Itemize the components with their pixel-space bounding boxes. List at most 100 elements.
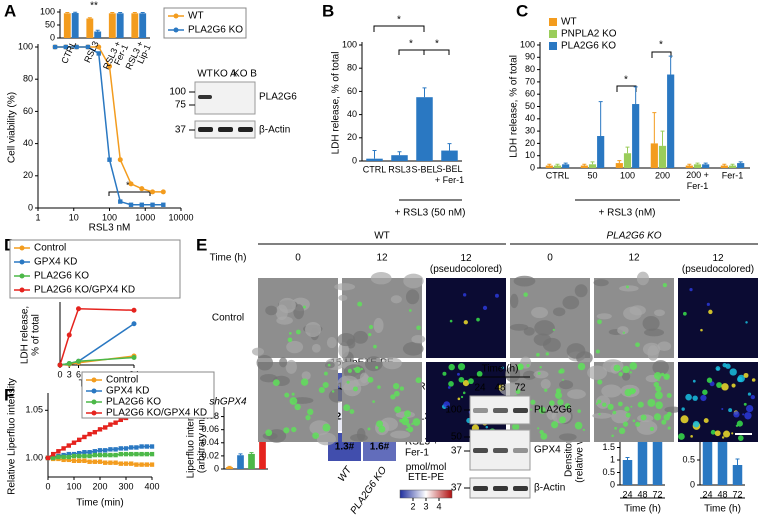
cell-texture — [278, 297, 296, 314]
cell-texture — [654, 309, 665, 317]
cell-texture — [576, 351, 593, 365]
fluorescence-spot — [681, 407, 685, 411]
bar — [702, 164, 710, 168]
marker — [118, 461, 123, 466]
bar — [71, 13, 79, 38]
fluorescence-spot — [537, 427, 540, 430]
fluorescence-spot — [622, 421, 629, 427]
timepoint-label: 0 — [547, 253, 553, 264]
fluorescence-spot — [559, 368, 565, 374]
timepoint-label-line: (pseudocolored) — [682, 264, 754, 275]
fluorescence-spot — [549, 400, 555, 406]
fluorescence-spot — [632, 388, 636, 393]
bar — [580, 165, 588, 168]
cell-texture — [359, 372, 369, 384]
time-label: Time (h) — [210, 253, 247, 264]
y-axis-label: Densitometry(relative values) — [563, 412, 585, 483]
fluorescence-spot — [265, 429, 273, 437]
fluorescence-spot — [737, 435, 744, 441]
band — [198, 127, 213, 132]
marker — [144, 462, 149, 467]
fluorescence-spot — [529, 408, 533, 411]
fluorescence-spot — [622, 365, 630, 374]
legend-swatch — [549, 42, 557, 50]
bar — [658, 145, 667, 168]
marker — [149, 462, 155, 467]
y-tick-label: 50 — [525, 101, 535, 111]
fluorescence-spot — [331, 390, 335, 393]
fluorescence-spot — [607, 403, 614, 410]
marker — [87, 431, 92, 437]
bar — [615, 163, 623, 168]
cell-texture — [390, 430, 411, 439]
fluorescence-spot — [598, 412, 601, 416]
category-label: CTRL — [546, 170, 570, 180]
colorbar-tick-label: 2 — [410, 501, 415, 511]
error-bar — [65, 12, 70, 14]
marker — [144, 451, 149, 457]
fluorescence-spot — [377, 385, 381, 389]
legend-label: WT — [561, 17, 577, 28]
y-tick-label: 0.06 — [201, 424, 219, 434]
bar — [652, 416, 663, 485]
marker — [103, 460, 108, 465]
x-tick-label: 300 — [118, 481, 133, 491]
y-axis-label: Liperfluo intensity(arbitrary units) — [185, 401, 207, 479]
legend-box — [163, 7, 247, 39]
fluorescence-spot — [291, 392, 295, 396]
cell-texture — [337, 332, 356, 347]
annotation: * — [624, 75, 628, 86]
legend-box — [9, 239, 181, 299]
fluorescence-spot — [353, 386, 358, 392]
timepoint-label-line: 12 — [460, 253, 472, 264]
x-tick-label: 0 — [57, 369, 62, 379]
fluorescence-spot — [721, 407, 724, 411]
legend-label: GPX4 KD — [34, 257, 77, 268]
annotation: * — [397, 15, 401, 26]
fluorescence-spot — [347, 368, 352, 373]
y-tick-label: 0 — [28, 202, 33, 212]
fluorescence-spot — [743, 402, 747, 406]
y-tick-label: 40 — [525, 113, 535, 123]
cell-texture — [251, 347, 265, 356]
fluorescence-spot — [457, 397, 461, 401]
error-bar — [249, 452, 254, 454]
marker — [66, 361, 72, 366]
cell-texture — [373, 317, 384, 334]
band — [473, 486, 488, 491]
bar — [139, 13, 147, 39]
bar — [416, 97, 433, 161]
category-label-line: Fer-1 — [687, 181, 709, 191]
marker — [96, 44, 102, 50]
bar — [597, 136, 605, 168]
fluorescence-spot — [357, 301, 363, 307]
fluorescence-spot — [375, 365, 379, 369]
error-bar — [555, 163, 560, 166]
fluorescence-spot — [624, 406, 630, 412]
marker — [107, 63, 112, 69]
legend-marker — [91, 388, 97, 394]
cell-texture — [390, 295, 402, 304]
fluorescence-spot — [655, 401, 663, 410]
y-tick-label: 60 — [525, 89, 535, 99]
legend-label: GPX4 KD — [106, 386, 149, 397]
fluorescence-spot — [408, 309, 412, 312]
legend-marker — [19, 273, 25, 279]
fluorescence-spot — [407, 426, 414, 433]
bar — [63, 13, 71, 39]
bar — [391, 155, 408, 161]
marker — [57, 362, 63, 368]
fluorescence-spot — [640, 414, 647, 421]
y-axis-label-line: (relative values) — [574, 412, 585, 483]
fluorescence-spot — [540, 432, 548, 440]
cell-texture — [279, 357, 288, 368]
cell-texture — [522, 370, 537, 380]
bracket — [373, 25, 425, 32]
legend-marker — [91, 377, 97, 383]
cell-texture — [595, 395, 611, 409]
fluorescence-spot — [368, 324, 374, 330]
fluorescence-spot — [462, 380, 470, 387]
error-bar — [738, 161, 743, 164]
category-label: 200 + Fer-1 — [686, 170, 709, 191]
band — [493, 448, 508, 453]
